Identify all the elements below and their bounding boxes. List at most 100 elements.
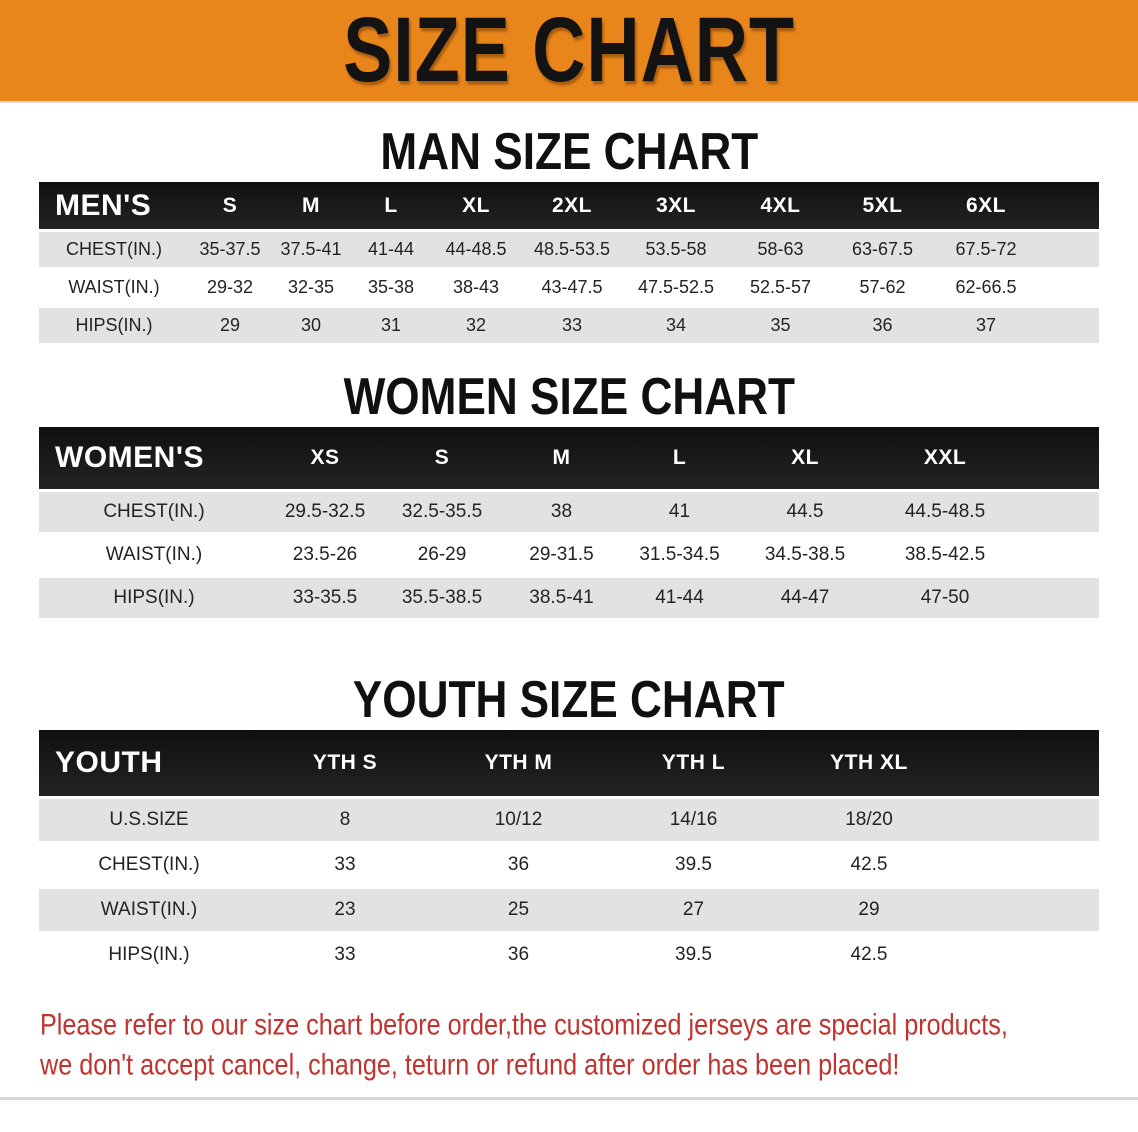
size-cell: 41 — [620, 492, 739, 532]
table-row: HIPS(IN.) 33 36 39.5 42.5 — [39, 934, 1099, 976]
size-cell: 29-32 — [189, 270, 271, 305]
size-column-header: 4XL — [729, 182, 832, 229]
man-section-heading: MAN SIZE CHART — [0, 123, 1138, 182]
women-header-row: WOMEN'S XS S M L XL XXL — [39, 427, 1099, 489]
row-label: HIPS(IN.) — [39, 308, 189, 343]
size-column-header: 2XL — [521, 182, 623, 229]
size-cell: 36 — [431, 934, 606, 976]
size-cell: 39.5 — [606, 934, 781, 976]
size-cell: 35.5-38.5 — [381, 578, 503, 618]
size-cell: 34 — [623, 308, 729, 343]
row-label: CHEST(IN.) — [39, 844, 259, 886]
size-chart-title: SIZE CHART — [343, 0, 795, 101]
row-label: HIPS(IN.) — [39, 934, 259, 976]
size-column-header: XXL — [871, 427, 1019, 489]
size-cell: 67.5-72 — [933, 232, 1039, 267]
size-column-header: XL — [739, 427, 871, 489]
size-cell: 34.5-38.5 — [739, 535, 871, 575]
size-cell: 32-35 — [271, 270, 351, 305]
cell-filler — [1039, 308, 1099, 343]
size-cell: 26-29 — [381, 535, 503, 575]
table-row: HIPS(IN.) 33-35.5 35.5-38.5 38.5-41 41-4… — [39, 578, 1099, 618]
size-column-header: 6XL — [933, 182, 1039, 229]
women-table-corner: WOMEN'S — [39, 427, 269, 489]
size-cell: 62-66.5 — [933, 270, 1039, 305]
size-column-header: YTH M — [431, 730, 606, 796]
size-cell: 31.5-34.5 — [620, 535, 739, 575]
size-cell: 48.5-53.5 — [521, 232, 623, 267]
men-table-corner: MEN'S — [39, 182, 189, 229]
table-row: HIPS(IN.) 29 30 31 32 33 34 35 36 37 — [39, 308, 1099, 343]
table-row: CHEST(IN.) 33 36 39.5 42.5 — [39, 844, 1099, 886]
size-cell: 25 — [431, 889, 606, 931]
size-cell: 44.5 — [739, 492, 871, 532]
men-header-row: MEN'S S M L XL 2XL 3XL 4XL 5XL 6XL — [39, 182, 1099, 229]
size-cell: 38.5-41 — [503, 578, 620, 618]
size-cell: 23 — [259, 889, 431, 931]
disclaimer: Please refer to our size chart before or… — [40, 1005, 1138, 1085]
size-cell: 53.5-58 — [623, 232, 729, 267]
size-cell: 63-67.5 — [832, 232, 933, 267]
size-cell: 58-63 — [729, 232, 832, 267]
size-cell: 35-37.5 — [189, 232, 271, 267]
row-label: HIPS(IN.) — [39, 578, 269, 618]
cell-filler — [957, 799, 1099, 841]
size-cell: 52.5-57 — [729, 270, 832, 305]
size-cell: 35-38 — [351, 270, 431, 305]
size-cell: 14/16 — [606, 799, 781, 841]
cell-filler — [957, 934, 1099, 976]
size-cell: 29.5-32.5 — [269, 492, 381, 532]
size-column-header: L — [620, 427, 739, 489]
table-row: CHEST(IN.) 29.5-32.5 32.5-35.5 38 41 44.… — [39, 492, 1099, 532]
size-cell: 33-35.5 — [269, 578, 381, 618]
size-cell: 23.5-26 — [269, 535, 381, 575]
size-cell: 33 — [521, 308, 623, 343]
size-cell: 32 — [431, 308, 521, 343]
size-cell: 42.5 — [781, 844, 957, 886]
youth-section-heading: YOUTH SIZE CHART — [0, 671, 1138, 730]
cell-filler — [957, 889, 1099, 931]
cell-filler — [1019, 535, 1099, 575]
man-heading-text: MAN SIZE CHART — [380, 123, 758, 182]
women-section-heading: WOMEN SIZE CHART — [0, 368, 1138, 427]
cell-filler — [1019, 492, 1099, 532]
size-cell: 37.5-41 — [271, 232, 351, 267]
cell-filler — [1019, 578, 1099, 618]
header-filler — [957, 730, 1099, 796]
size-column-header: L — [351, 182, 431, 229]
size-cell: 41-44 — [351, 232, 431, 267]
disclaimer-line-2: we don't accept cancel, change, teturn o… — [40, 1048, 900, 1081]
row-label: WAIST(IN.) — [39, 270, 189, 305]
size-column-header: M — [271, 182, 351, 229]
size-column-header: YTH XL — [781, 730, 957, 796]
youth-size-table: YOUTH YTH S YTH M YTH L YTH XL U.S.SIZE … — [39, 727, 1099, 979]
size-column-header: M — [503, 427, 620, 489]
size-cell: 47.5-52.5 — [623, 270, 729, 305]
size-cell: 43-47.5 — [521, 270, 623, 305]
size-column-header: S — [189, 182, 271, 229]
table-row: CHEST(IN.) 35-37.5 37.5-41 41-44 44-48.5… — [39, 232, 1099, 267]
women-size-table: WOMEN'S XS S M L XL XXL CHEST(IN.) 29.5-… — [39, 424, 1099, 621]
size-cell: 42.5 — [781, 934, 957, 976]
table-row: WAIST(IN.) 23 25 27 29 — [39, 889, 1099, 931]
header-filler — [1039, 182, 1099, 229]
size-column-header: XS — [269, 427, 381, 489]
size-cell: 31 — [351, 308, 431, 343]
table-row: U.S.SIZE 8 10/12 14/16 18/20 — [39, 799, 1099, 841]
size-cell: 27 — [606, 889, 781, 931]
women-heading-text: WOMEN SIZE CHART — [343, 368, 795, 427]
size-cell: 8 — [259, 799, 431, 841]
men-size-table: MEN'S S M L XL 2XL 3XL 4XL 5XL 6XL CHEST… — [39, 179, 1099, 346]
size-column-header: 3XL — [623, 182, 729, 229]
disclaimer-line-1: Please refer to our size chart before or… — [40, 1008, 1008, 1041]
youth-heading-text: YOUTH SIZE CHART — [353, 671, 785, 730]
row-label: U.S.SIZE — [39, 799, 259, 841]
size-cell: 32.5-35.5 — [381, 492, 503, 532]
size-cell: 18/20 — [781, 799, 957, 841]
size-cell: 29 — [781, 889, 957, 931]
size-cell: 57-62 — [832, 270, 933, 305]
size-cell: 39.5 — [606, 844, 781, 886]
size-cell: 41-44 — [620, 578, 739, 618]
size-cell: 36 — [832, 308, 933, 343]
